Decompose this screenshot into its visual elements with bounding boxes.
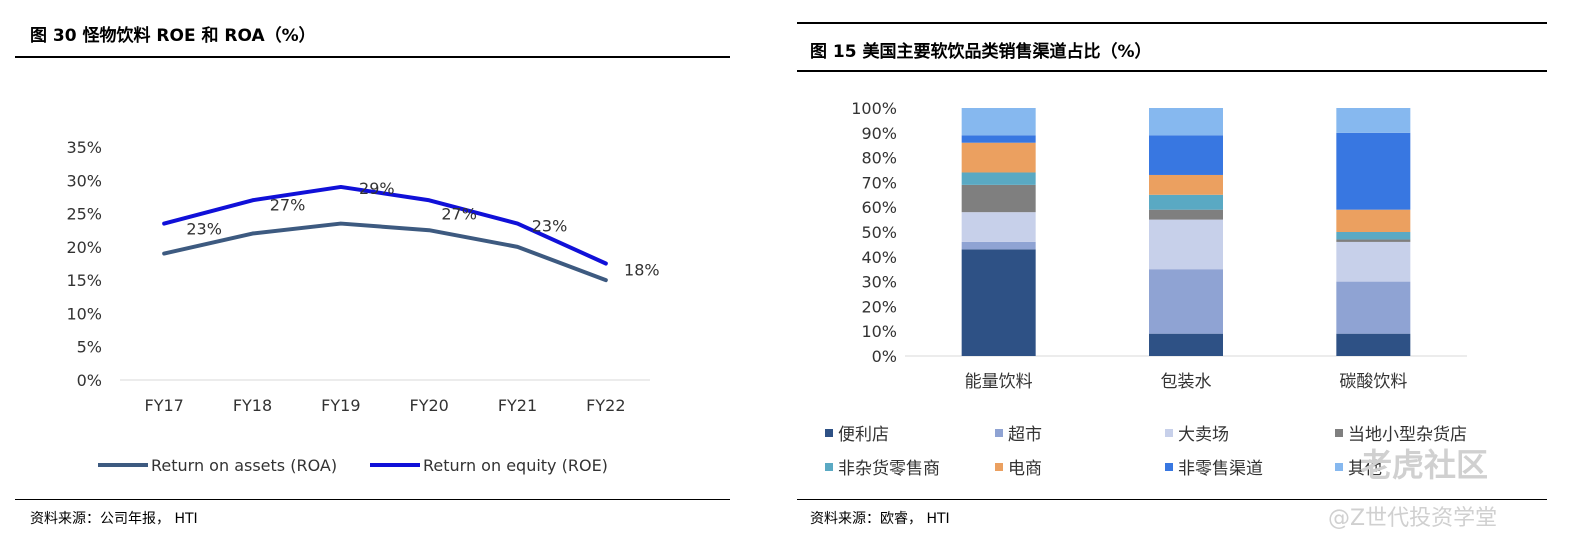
right-source: 资料来源：欧睿， HTI bbox=[810, 511, 950, 527]
right-source-rule bbox=[797, 499, 1547, 500]
y-tick-label: 25% bbox=[66, 205, 102, 224]
left-source-rule bbox=[15, 499, 730, 500]
bar-segment bbox=[1149, 108, 1223, 136]
watermark-handle: @Z世代投资学堂 bbox=[1328, 506, 1498, 531]
legend-label: 电商 bbox=[1008, 459, 1042, 479]
bar-segment bbox=[1336, 232, 1411, 240]
legend-swatch bbox=[1165, 463, 1173, 471]
channel-share-stacked-bar-chart: 0% 10% 20% 30% 40% 50% 60% 70% 80% 90% 100% 能量饮料 包装水… bbox=[825, 99, 1467, 479]
y-tick-label: 20% bbox=[66, 238, 102, 257]
x-tick-label: FY17 bbox=[144, 396, 183, 415]
roe-data-label: 27% bbox=[441, 204, 477, 223]
bar-segment bbox=[1336, 108, 1411, 133]
roe-data-label: 23% bbox=[532, 217, 568, 236]
roe-line bbox=[162, 184, 608, 266]
x-tick-label: FY19 bbox=[321, 396, 360, 415]
bar-segment bbox=[961, 135, 1036, 143]
bar-segment bbox=[1336, 241, 1411, 282]
bar-segment bbox=[1149, 174, 1223, 195]
right-chart-title: 图 15 美国主要软饮品类销售渠道占比（%） bbox=[810, 42, 1152, 62]
y-tick-label: 0% bbox=[77, 371, 102, 390]
right-panel: 图 15 美国主要软饮品类销售渠道占比（%） 0% 10% 20% 30% 40% 50%… bbox=[795, 0, 1573, 553]
left-chart-title: 图 30 怪物饮料 ROE 和 ROA（%） bbox=[30, 26, 316, 46]
bar-segment bbox=[961, 212, 1036, 242]
bar-segment bbox=[1149, 219, 1223, 270]
legend-swatch bbox=[1335, 463, 1343, 471]
y-tick-label: 5% bbox=[77, 338, 102, 357]
legend-swatch bbox=[825, 429, 833, 437]
y-tick-label: 15% bbox=[66, 271, 102, 290]
legend-label: 当地小型杂货店 bbox=[1348, 425, 1467, 445]
legend-label: 非杂货零售商 bbox=[838, 459, 940, 479]
y-tick-label: 70% bbox=[861, 173, 897, 192]
bar-segment bbox=[1149, 269, 1223, 334]
bar-segment bbox=[1336, 333, 1411, 356]
bar-segment bbox=[961, 108, 1036, 136]
roe-data-label: 18% bbox=[624, 261, 660, 280]
legend-swatch bbox=[825, 463, 833, 471]
bar-segment bbox=[1336, 281, 1411, 334]
bar-segment bbox=[961, 241, 1036, 250]
y-tick-label: 10% bbox=[861, 322, 897, 341]
legend-label: 非零售渠道 bbox=[1178, 459, 1263, 479]
x-tick-label: 包装水 bbox=[1161, 372, 1212, 392]
right-title-rule bbox=[797, 70, 1547, 72]
bar-segment bbox=[961, 184, 1036, 213]
legend-label: 超市 bbox=[1008, 425, 1042, 445]
legend-swatch bbox=[995, 463, 1003, 471]
bar-segment bbox=[1149, 135, 1223, 175]
roa-line bbox=[162, 221, 608, 283]
y-tick-label: 100% bbox=[851, 99, 897, 118]
left-source: 资料来源：公司年报， HTI bbox=[30, 511, 198, 527]
x-tick-label: 能量饮料 bbox=[965, 372, 1033, 392]
roe-data-label: 27% bbox=[270, 195, 306, 214]
bar-segment bbox=[961, 142, 1036, 173]
y-tick-label: 50% bbox=[861, 223, 897, 242]
bar-segment bbox=[1336, 239, 1411, 242]
legend-swatch bbox=[1335, 429, 1343, 437]
bar-segment bbox=[1336, 132, 1411, 210]
y-tick-label: 40% bbox=[861, 248, 897, 267]
x-tick-label: FY21 bbox=[498, 396, 537, 415]
bar-segment bbox=[1149, 333, 1223, 356]
right-top-rule bbox=[797, 22, 1547, 24]
legend-roa-label: Return on assets (ROA) bbox=[151, 456, 337, 475]
bar-segment bbox=[961, 249, 1036, 356]
y-tick-label: 80% bbox=[861, 149, 897, 168]
y-tick-label: 20% bbox=[861, 297, 897, 316]
legend-roe-label: Return on equity (ROE) bbox=[423, 456, 608, 475]
legend-swatch bbox=[995, 429, 1003, 437]
roe-data-label: 29% bbox=[359, 179, 395, 198]
legend-label: 其他 bbox=[1348, 459, 1382, 479]
roe-data-label: 23% bbox=[186, 220, 222, 239]
x-tick-label: FY18 bbox=[233, 396, 272, 415]
y-tick-label: 0% bbox=[872, 347, 897, 366]
legend-swatch bbox=[1165, 429, 1173, 437]
x-tick-label: 碳酸饮料 bbox=[1339, 372, 1407, 392]
y-tick-label: 90% bbox=[861, 124, 897, 143]
y-tick-label: 35% bbox=[66, 138, 102, 157]
bar-segment bbox=[1149, 194, 1223, 210]
bar-segment bbox=[1336, 209, 1411, 232]
y-tick-label: 60% bbox=[861, 198, 897, 217]
legend-label: 便利店 bbox=[838, 425, 889, 445]
roe-roa-line-chart: 0% 5% 10% 15% 20% 25% 30% 35% FY17 FY18 FY19 FY20 FY… bbox=[66, 138, 660, 475]
bar-segment bbox=[1149, 209, 1223, 220]
legend-label: 大卖场 bbox=[1178, 425, 1229, 445]
left-panel: 图 30 怪物饮料 ROE 和 ROA（%） 0% 5% 10% 15% 20% 25% 3… bbox=[0, 0, 740, 553]
y-tick-label: 30% bbox=[66, 171, 102, 190]
y-tick-label: 10% bbox=[66, 304, 102, 323]
bar-segment bbox=[961, 172, 1036, 185]
x-tick-label: FY20 bbox=[409, 396, 448, 415]
left-title-rule bbox=[15, 56, 730, 58]
x-tick-label: FY22 bbox=[586, 396, 625, 415]
watermark-logo-text: 老虎社区 bbox=[1360, 446, 1489, 484]
y-tick-label: 30% bbox=[861, 273, 897, 292]
